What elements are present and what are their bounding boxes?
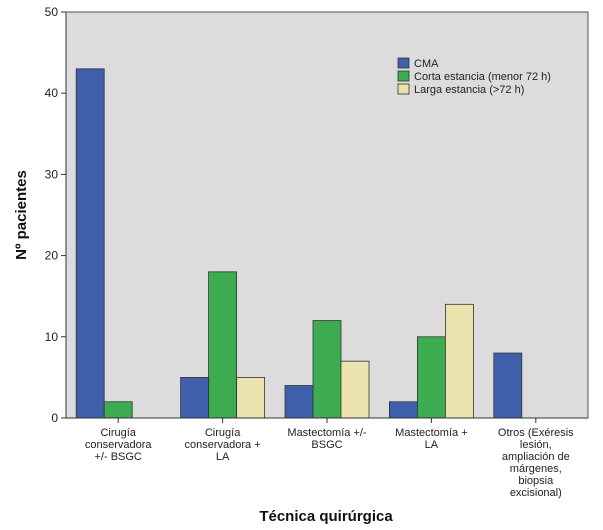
bars-group [75, 68, 523, 419]
y-tick-label: 50 [45, 5, 59, 19]
legend-swatch [397, 57, 410, 69]
bar [388, 401, 418, 419]
y-tick-label: 40 [45, 86, 59, 100]
x-axis-title: Técnica quirúrgica [259, 508, 393, 525]
y-tick-label: 30 [45, 167, 59, 181]
legend-label: Larga estancia (>72 h) [414, 84, 524, 96]
x-tick-label: LA [216, 451, 230, 463]
bar [284, 385, 314, 419]
bar [75, 68, 105, 419]
x-tick-label: +/- BSGC [95, 451, 142, 463]
bar [493, 352, 523, 419]
y-tick-label: 20 [45, 249, 59, 263]
bar [444, 303, 474, 419]
bar [180, 376, 210, 419]
legend-swatch [397, 83, 410, 95]
x-tick-label: BSGC [311, 439, 342, 451]
x-tick-label: excisional) [510, 487, 562, 499]
bar [340, 360, 370, 419]
legend-label: CMA [414, 58, 439, 70]
y-tick-label: 10 [45, 330, 59, 344]
x-tick-label: Cirugía [100, 427, 136, 439]
x-tick-label: LA [425, 439, 439, 451]
y-axis-title: Nº pacientes [13, 170, 30, 260]
bar [416, 336, 446, 419]
bar [236, 376, 266, 419]
x-tick-label: márgenes, [510, 463, 562, 475]
x-tick-label: Otros (Exéresis [498, 427, 574, 439]
x-tick-label: Cirugía [205, 427, 241, 439]
legend-label: Corta estancia (menor 72 h) [414, 71, 551, 83]
legend-swatch [397, 70, 410, 82]
legend-box [392, 50, 570, 100]
y-tick-label: 0 [51, 411, 58, 425]
x-tick-label: conservadora + [185, 439, 261, 451]
bar [312, 320, 342, 419]
bar [103, 401, 133, 419]
x-tick-label: ampliación de [502, 451, 570, 463]
x-tick-label: conservadora [85, 439, 153, 451]
x-tick-label: biopsia [518, 475, 554, 487]
x-tick-label: lesión, [520, 439, 552, 451]
x-tick-label: Mastectomía + [395, 427, 467, 439]
bar [208, 271, 238, 419]
y-ticks: 0 10 20 30 40 50 [45, 5, 66, 425]
x-tick-label: Mastectomía +/- [287, 427, 367, 439]
